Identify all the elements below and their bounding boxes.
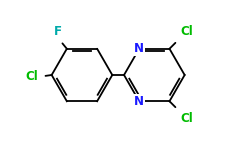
Text: N: N <box>134 95 144 108</box>
Text: F: F <box>54 25 62 38</box>
Text: Cl: Cl <box>180 112 193 125</box>
Text: Cl: Cl <box>25 70 38 83</box>
Text: Cl: Cl <box>180 25 193 38</box>
Text: N: N <box>134 42 144 55</box>
